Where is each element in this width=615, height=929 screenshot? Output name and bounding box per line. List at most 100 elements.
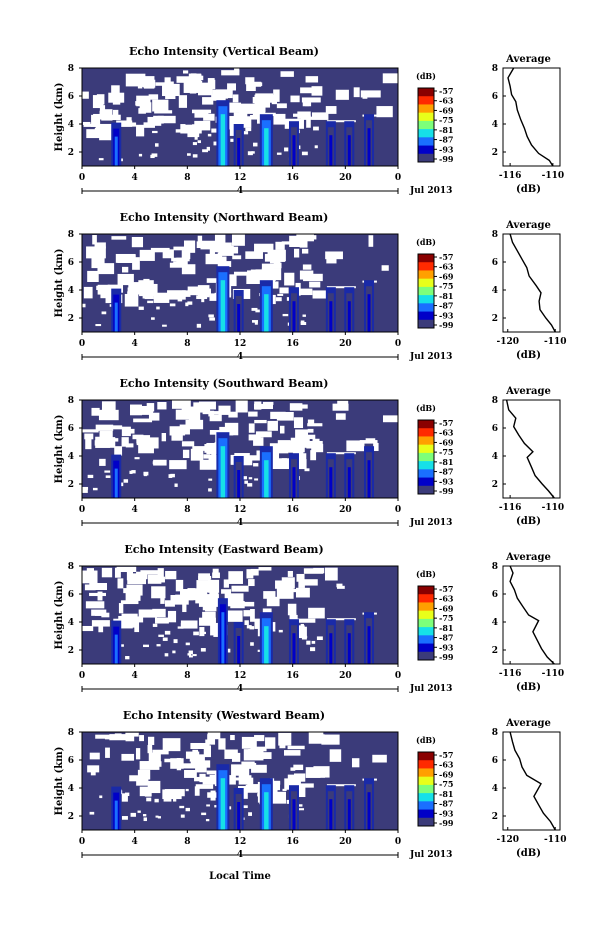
no-echo-block <box>203 113 215 121</box>
no-echo-block <box>218 405 231 415</box>
colorbar-swatch <box>418 594 434 603</box>
no-echo-block <box>176 76 195 83</box>
y-axis-label: Height (km) <box>54 747 65 816</box>
no-echo-block <box>250 114 268 120</box>
no-echo-block <box>187 286 208 296</box>
colorbar-tick-label: -69 <box>439 603 454 613</box>
no-echo-block <box>302 264 312 270</box>
no-echo-speck <box>213 632 220 637</box>
average-profile-line <box>507 67 554 167</box>
no-echo-block <box>270 411 286 419</box>
colorbar-tick-label: -69 <box>439 437 454 447</box>
no-echo-block <box>106 114 121 121</box>
day-marker-label: 4 <box>237 684 243 694</box>
no-echo-speck <box>98 158 104 161</box>
day-marker-label: 4 <box>237 518 243 528</box>
average-profile-line <box>509 565 555 665</box>
no-echo-speck <box>156 306 160 310</box>
echo-column-core <box>114 800 118 830</box>
no-echo-speck <box>251 307 258 311</box>
no-echo-block <box>139 761 160 770</box>
no-echo-block <box>266 791 286 804</box>
no-echo-block <box>223 579 229 588</box>
no-echo-block <box>243 610 251 617</box>
y-axis-label: Height (km) <box>54 415 65 484</box>
colorbar-swatch <box>418 153 434 163</box>
no-echo-block <box>295 429 309 440</box>
no-echo-block <box>372 754 387 763</box>
no-echo-speck <box>301 151 308 156</box>
no-echo-speck <box>226 648 231 653</box>
no-echo-speck <box>154 798 159 803</box>
no-echo-block <box>293 773 306 782</box>
no-echo-speck <box>162 324 167 327</box>
echo-column-core <box>292 799 296 830</box>
average-y-tick-label: 8 <box>492 562 498 572</box>
no-echo-block <box>147 744 153 754</box>
no-echo-speck <box>244 480 248 484</box>
panel-title: Echo Intensity (Southward Beam) <box>120 377 329 390</box>
no-echo-block <box>148 412 160 421</box>
colorbar-swatch <box>418 420 434 429</box>
no-echo-speck <box>257 793 261 797</box>
no-echo-block <box>139 102 152 113</box>
no-echo-speck <box>254 322 258 325</box>
no-echo-block <box>144 290 154 300</box>
no-echo-speck <box>275 297 282 302</box>
echo-column-core <box>347 467 351 498</box>
date-label: Jul 2013 <box>409 850 452 860</box>
no-echo-block <box>202 605 217 611</box>
no-echo-block <box>206 770 220 775</box>
panel-title: Echo Intensity (Eastward Beam) <box>124 543 323 556</box>
no-echo-speck <box>189 655 193 658</box>
no-echo-block <box>290 588 305 593</box>
no-echo-speck <box>243 131 249 135</box>
no-echo-block <box>128 623 138 628</box>
no-echo-speck <box>185 302 189 307</box>
average-x-label: (dB) <box>516 516 541 527</box>
no-echo-speck <box>118 644 124 647</box>
no-echo-block <box>138 280 154 289</box>
no-echo-block <box>175 594 191 600</box>
no-echo-speck <box>125 656 130 660</box>
echo-column-core <box>220 280 226 332</box>
no-echo-speck <box>300 623 304 627</box>
colorbar-tick-label: -87 <box>439 135 453 145</box>
colorbar-tick-label: -63 <box>439 594 454 604</box>
x-tick-label: 20 <box>339 339 352 349</box>
no-echo-block <box>238 103 255 114</box>
no-echo-block <box>301 626 307 640</box>
echo-column-core <box>329 467 333 498</box>
no-echo-block <box>138 108 146 114</box>
no-echo-block <box>117 578 124 589</box>
no-echo-speck <box>129 470 133 474</box>
colorbar-swatch <box>418 477 434 487</box>
echo-column-core <box>264 460 269 498</box>
y-tick-label: 8 <box>68 396 74 406</box>
echo-column-core <box>329 135 333 166</box>
average-frame <box>502 67 561 167</box>
no-echo-speck <box>168 474 173 478</box>
no-echo-speck <box>192 154 198 158</box>
no-echo-block <box>251 764 267 773</box>
no-echo-speck <box>154 143 159 147</box>
colorbar-tick-label: -69 <box>439 271 454 281</box>
no-echo-speck <box>143 817 147 822</box>
no-echo-speck <box>208 488 212 492</box>
colorbar-swatch <box>418 112 434 122</box>
average-x-tick-label: -110 <box>542 171 565 181</box>
no-echo-speck <box>150 154 155 159</box>
no-echo-block <box>250 269 270 282</box>
no-echo-speck <box>208 478 213 481</box>
no-echo-block <box>233 112 248 123</box>
no-echo-block <box>232 94 239 103</box>
y-tick-label: 8 <box>68 562 74 572</box>
echo-column-core <box>329 799 333 830</box>
no-echo-block <box>209 584 219 596</box>
no-echo-block <box>281 241 290 245</box>
no-echo-speck <box>248 812 252 816</box>
no-echo-block <box>293 417 304 429</box>
x-tick-label: 12 <box>234 173 247 183</box>
no-echo-block <box>235 400 248 413</box>
average-y-tick-label: 2 <box>492 148 498 158</box>
